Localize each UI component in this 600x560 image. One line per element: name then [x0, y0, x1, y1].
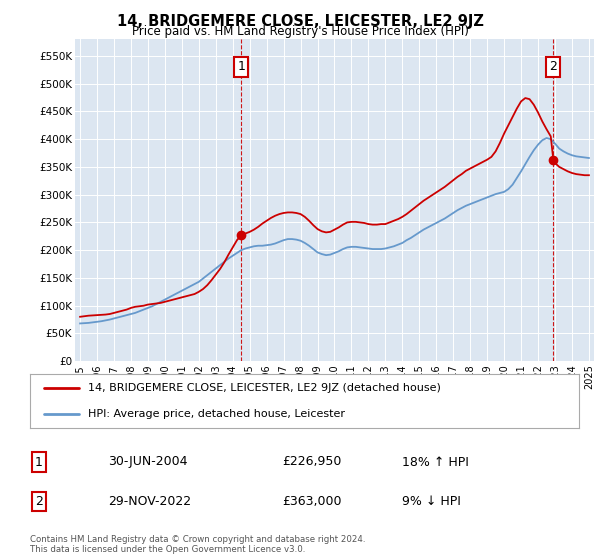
Text: 9% ↓ HPI: 9% ↓ HPI — [402, 494, 461, 508]
Text: 1: 1 — [35, 455, 43, 469]
Text: 1: 1 — [237, 60, 245, 73]
Text: 29-NOV-2022: 29-NOV-2022 — [108, 494, 191, 508]
Text: Contains HM Land Registry data © Crown copyright and database right 2024.
This d: Contains HM Land Registry data © Crown c… — [30, 535, 365, 554]
Text: £226,950: £226,950 — [282, 455, 341, 469]
Text: £363,000: £363,000 — [282, 494, 341, 508]
Text: Price paid vs. HM Land Registry's House Price Index (HPI): Price paid vs. HM Land Registry's House … — [131, 25, 469, 38]
Text: 14, BRIDGEMERE CLOSE, LEICESTER, LE2 9JZ: 14, BRIDGEMERE CLOSE, LEICESTER, LE2 9JZ — [116, 14, 484, 29]
Text: 14, BRIDGEMERE CLOSE, LEICESTER, LE2 9JZ (detached house): 14, BRIDGEMERE CLOSE, LEICESTER, LE2 9JZ… — [88, 384, 440, 393]
Text: 2: 2 — [35, 494, 43, 508]
Text: 2: 2 — [550, 60, 557, 73]
Text: 30-JUN-2004: 30-JUN-2004 — [108, 455, 187, 469]
Text: HPI: Average price, detached house, Leicester: HPI: Average price, detached house, Leic… — [88, 409, 344, 418]
Text: 18% ↑ HPI: 18% ↑ HPI — [402, 455, 469, 469]
